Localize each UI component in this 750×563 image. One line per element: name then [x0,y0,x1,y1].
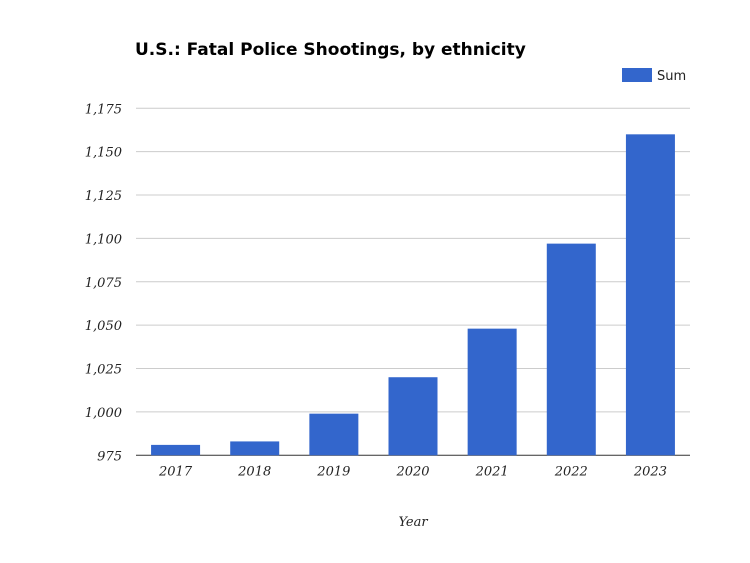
y-tick-label: 1,175 [85,102,122,117]
y-tick-label: 1,025 [85,363,122,378]
bar-2019 [309,413,359,456]
x-tick-label: 2019 [316,464,350,479]
bar-2021 [467,328,517,456]
y-axis-ticks: 975 1,000 1,025 1,050 1,075 1,100 1,125 1,150 1,… [85,102,122,464]
x-tick-label: 2023 [633,464,667,479]
bar-2022 [546,243,596,456]
x-tick-label: 2020 [395,464,429,479]
y-tick-label: 975 [97,449,122,464]
legend-label-sum: Sum [657,69,686,84]
bar-2023 [625,134,675,456]
bar-2018 [230,441,280,456]
bars [151,134,675,456]
gridlines [136,107,690,456]
y-tick-label: 1,000 [85,406,122,421]
bar-2017 [151,444,201,456]
y-tick-label: 1,125 [85,189,122,204]
x-axis-ticks: 2017 2018 2019 2020 2021 2022 2023 [158,464,667,479]
y-tick-label: 1,100 [85,232,122,247]
x-tick-label: 2022 [554,464,588,479]
x-tick-label: 2017 [158,464,193,479]
chart-title: U.S.: Fatal Police Shootings, by ethnici… [135,40,526,60]
x-tick-label: 2018 [237,464,271,479]
y-tick-label: 1,050 [85,319,122,334]
y-tick-label: 1,150 [85,146,122,161]
x-axis-label: Year [398,515,428,530]
legend-swatch-sum [622,68,652,82]
x-tick-label: 2021 [475,464,509,479]
y-tick-label: 1,075 [85,276,122,291]
bar-2020 [388,377,438,456]
